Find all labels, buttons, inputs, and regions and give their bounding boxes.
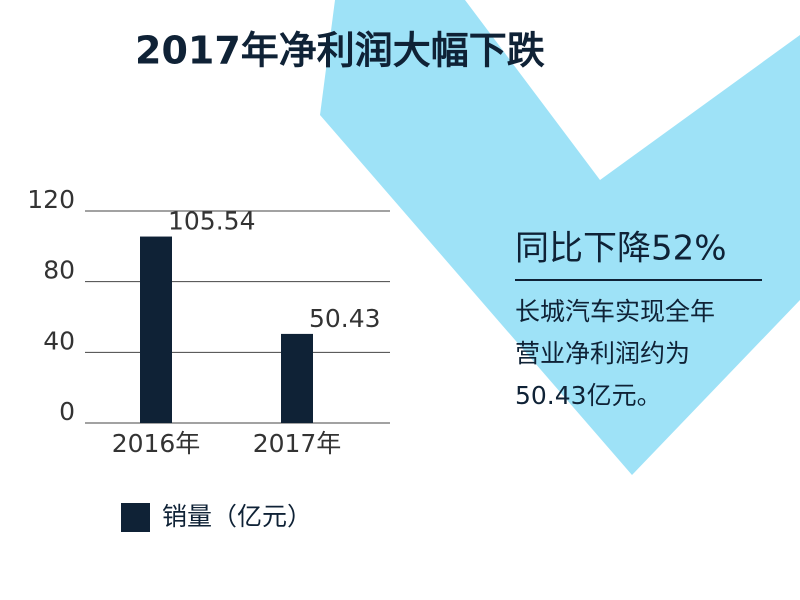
y-tick-label: 0 — [59, 397, 75, 426]
body-text: 50.43亿元。 — [515, 381, 662, 410]
value-label: 50.43 — [309, 304, 381, 333]
bar — [281, 333, 313, 423]
y-tick-label: 120 — [27, 185, 75, 214]
y-tick-label: 80 — [43, 256, 75, 285]
x-tick-label: 2017年 — [253, 429, 342, 458]
body-text: 长城汽车实现全年 — [515, 297, 715, 326]
legend-swatch — [121, 503, 150, 532]
body-text: 营业净利润约为 — [515, 339, 690, 368]
chart-title: 2017年净利润大幅下跌 — [135, 29, 545, 73]
value-label: 105.54 — [168, 207, 255, 236]
y-tick-label: 40 — [43, 326, 75, 355]
headline: 同比下降52% — [515, 229, 727, 269]
background-arrow — [320, 0, 800, 475]
bar — [140, 236, 172, 423]
legend-label: 销量（亿元） — [162, 502, 312, 531]
x-tick-label: 2016年 — [112, 429, 201, 458]
